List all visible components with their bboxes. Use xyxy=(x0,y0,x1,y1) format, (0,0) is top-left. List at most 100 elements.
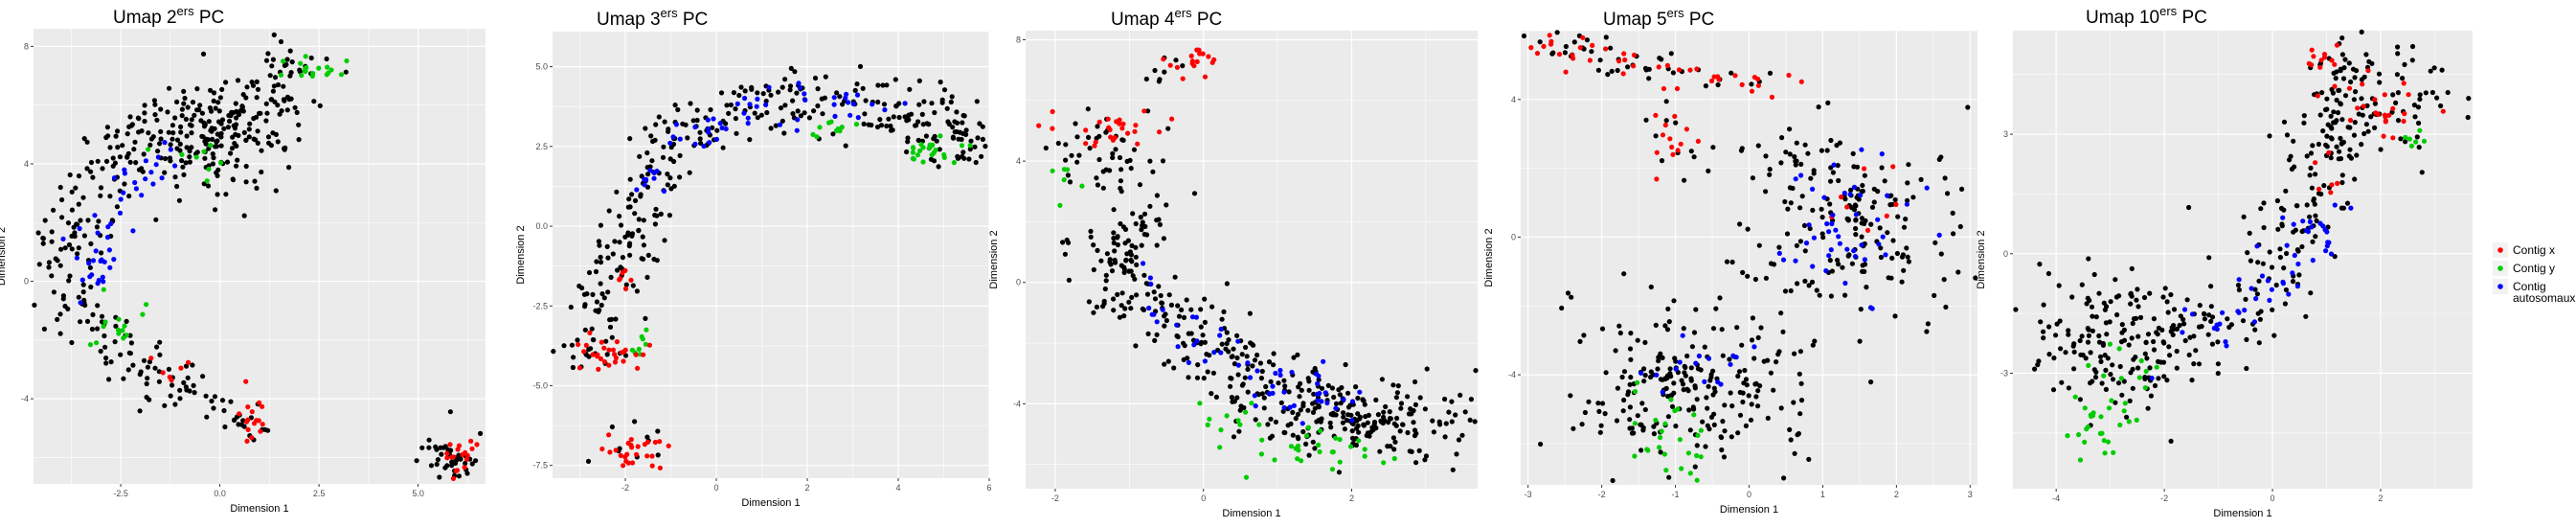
scatter-point xyxy=(622,267,628,273)
scatter-point xyxy=(1147,203,1153,209)
scatter-point xyxy=(249,435,255,441)
scatter-point xyxy=(1333,435,1339,441)
scatter-point xyxy=(1271,351,1277,356)
scatter-point xyxy=(1261,395,1267,401)
scatter-point xyxy=(1853,212,1859,218)
scatter-point xyxy=(187,159,192,165)
scatter-point xyxy=(568,304,574,310)
scatter-point xyxy=(189,145,194,150)
scatter-point xyxy=(621,349,627,355)
scatter-point xyxy=(1653,133,1659,139)
scatter-point xyxy=(74,221,79,227)
scatter-point xyxy=(1569,294,1574,300)
scatter-point xyxy=(156,369,162,375)
scatter-point xyxy=(1453,412,1458,418)
scatter-point xyxy=(576,365,583,371)
scatter-point xyxy=(1138,215,1143,220)
scatter-point xyxy=(1231,346,1236,352)
scatter-point xyxy=(1386,420,1391,425)
scatter-point xyxy=(121,376,126,381)
scatter-point xyxy=(1679,466,1684,471)
scatter-point xyxy=(2119,322,2125,328)
scatter-point xyxy=(2368,114,2374,120)
scatter-point xyxy=(625,440,631,447)
scatter-point xyxy=(853,122,860,127)
scatter-point xyxy=(98,348,103,355)
scatter-point xyxy=(2256,278,2262,284)
scatter-point xyxy=(271,32,277,38)
scatter-point xyxy=(1794,242,1799,248)
scatter-point xyxy=(1659,158,1665,164)
scatter-point xyxy=(1299,421,1305,426)
scatter-point xyxy=(2154,364,2159,370)
scatter-point xyxy=(1295,411,1301,417)
scatter-point xyxy=(2376,71,2383,77)
scatter-point xyxy=(1151,289,1157,295)
scatter-point xyxy=(701,143,707,149)
scatter-point xyxy=(1083,141,1089,147)
scatter-point xyxy=(2402,111,2407,117)
scatter-point xyxy=(590,336,597,343)
scatter-point xyxy=(571,355,576,360)
scatter-point xyxy=(2353,89,2359,95)
scatter-point xyxy=(1235,338,1241,344)
scatter-point xyxy=(182,95,188,102)
scatter-point xyxy=(1351,436,1358,442)
scatter-point xyxy=(1835,257,1841,264)
scatter-point xyxy=(651,175,657,181)
scatter-point xyxy=(1282,383,1288,389)
scatter-point xyxy=(66,278,72,284)
scatter-point xyxy=(95,303,101,309)
scatter-point xyxy=(1291,355,1297,360)
scatter-point xyxy=(2301,113,2307,119)
scatter-point xyxy=(2182,337,2188,344)
scatter-point xyxy=(1755,403,1761,409)
scatter-point xyxy=(88,284,94,290)
scatter-point xyxy=(414,458,419,464)
scatter-point xyxy=(2097,354,2104,359)
scatter-point xyxy=(960,120,965,126)
scatter-point xyxy=(1778,405,1784,411)
scatter-point xyxy=(627,136,633,142)
scatter-point xyxy=(1319,399,1324,404)
scatter-point xyxy=(1167,62,1173,68)
scatter-point xyxy=(1661,451,1667,457)
scatter-point xyxy=(243,95,249,101)
scatter-point xyxy=(1083,127,1089,133)
scatter-point xyxy=(1189,314,1196,320)
scatter-point xyxy=(1063,142,1069,148)
scatter-point xyxy=(1356,438,1362,444)
scatter-point xyxy=(243,179,249,185)
scatter-point xyxy=(929,152,935,158)
scatter-point xyxy=(338,72,345,78)
scatter-point xyxy=(146,130,151,136)
scatter-point xyxy=(127,351,133,356)
scatter-point xyxy=(946,121,952,127)
scatter-point xyxy=(1259,368,1265,375)
x-tick-label: -1 xyxy=(1672,490,1680,499)
scatter-point xyxy=(1620,408,1626,414)
scatter-point xyxy=(2361,103,2366,109)
scatter-point xyxy=(1880,234,1886,240)
scatter-point xyxy=(183,384,189,390)
scatter-point xyxy=(142,110,147,116)
scatter-point xyxy=(643,315,648,321)
scatter-point xyxy=(1797,239,1803,244)
scatter-point xyxy=(1642,406,1648,413)
scatter-point xyxy=(1889,201,1895,207)
scatter-point xyxy=(1324,400,1330,406)
scatter-point xyxy=(910,149,916,155)
scatter-point xyxy=(1355,395,1361,402)
scatter-point xyxy=(581,291,588,297)
scatter-point xyxy=(1644,447,1650,452)
scatter-point xyxy=(1290,409,1296,415)
plot-background xyxy=(553,32,989,478)
scatter-point xyxy=(249,80,255,85)
scatter-point xyxy=(254,185,260,191)
scatter-point xyxy=(2351,97,2357,103)
scatter-point xyxy=(455,447,461,452)
scatter-point xyxy=(1660,132,1666,138)
scatter-point xyxy=(1780,257,1787,263)
scatter-point xyxy=(888,123,893,129)
scatter-point xyxy=(179,151,185,157)
